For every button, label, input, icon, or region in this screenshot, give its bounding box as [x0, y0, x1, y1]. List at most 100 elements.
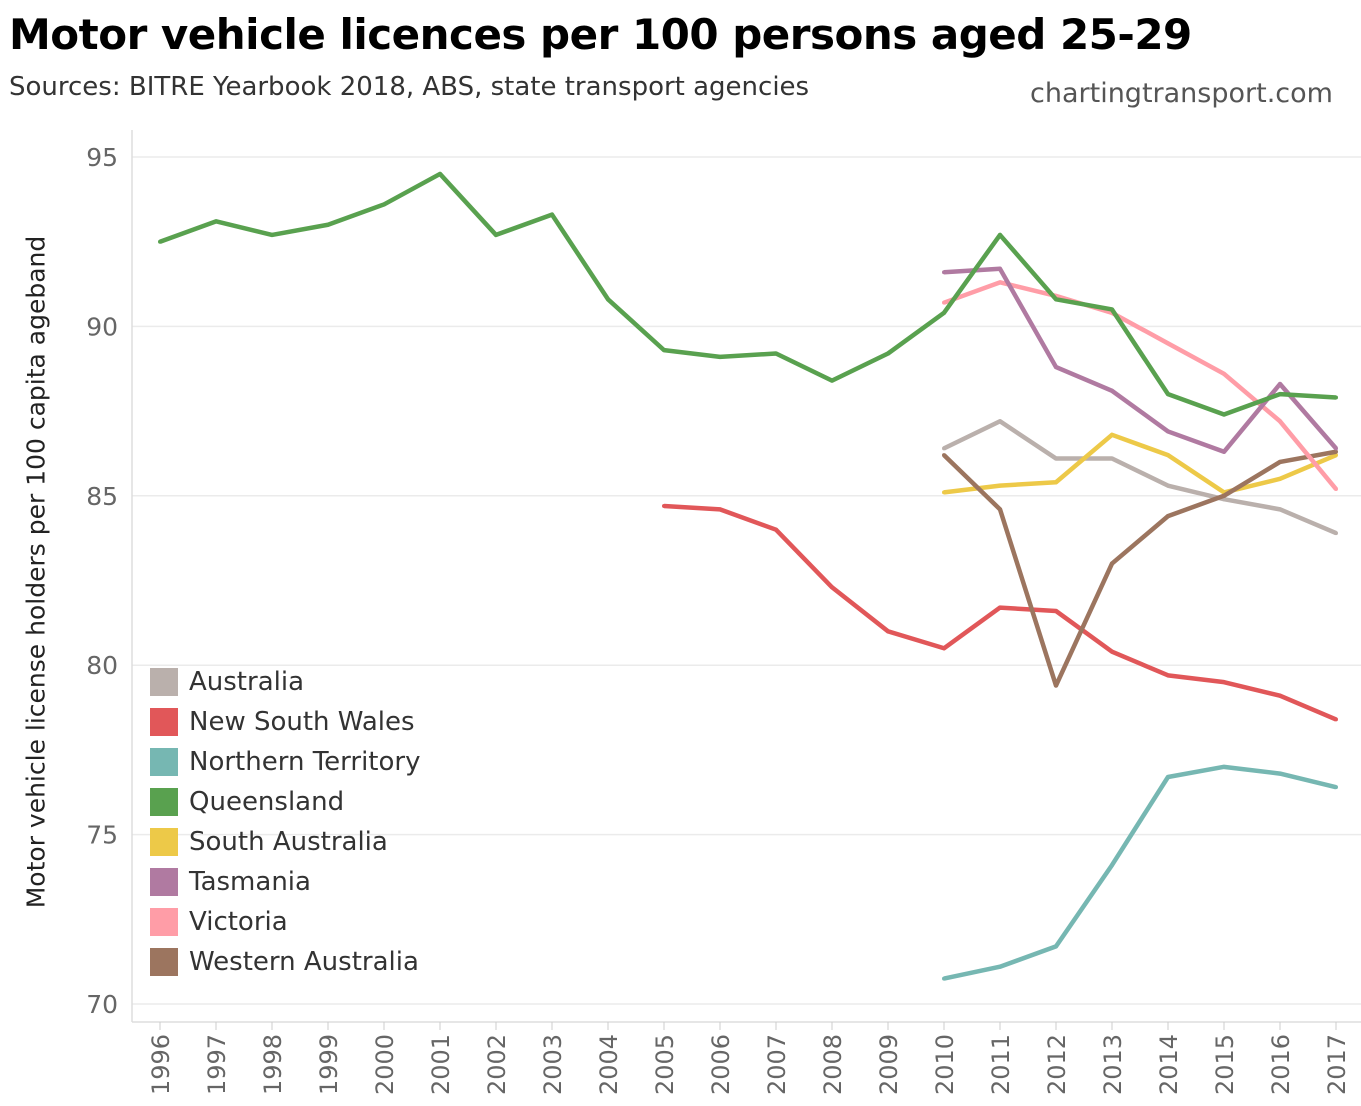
- data-point: [886, 629, 890, 634]
- legend-swatch: [150, 828, 178, 856]
- legend-item[interactable]: Victoria: [150, 902, 420, 942]
- data-point: [1110, 456, 1114, 461]
- data-point: [158, 239, 162, 244]
- data-point: [1334, 531, 1338, 536]
- data-point: [998, 483, 1002, 488]
- legend-label: Victoria: [189, 907, 288, 937]
- data-point: [1278, 507, 1282, 512]
- y-tick-label: 85: [86, 482, 118, 511]
- data-point: [830, 378, 834, 383]
- data-point: [1278, 381, 1282, 386]
- data-point: [1054, 944, 1058, 949]
- data-point: [1334, 717, 1338, 722]
- legend-label: Tasmania: [189, 867, 311, 897]
- data-point: [718, 354, 722, 359]
- series-line-northern-territory: [943, 764, 1337, 981]
- x-tick-label: 2009: [875, 1034, 903, 1095]
- x-tick-label: 2006: [707, 1034, 735, 1095]
- data-point: [942, 976, 946, 981]
- data-point: [1054, 608, 1058, 613]
- data-point: [438, 171, 442, 176]
- data-point: [1222, 493, 1226, 498]
- x-tick-label: 2005: [651, 1034, 679, 1095]
- data-point: [1166, 429, 1170, 434]
- x-tick-label: 2008: [819, 1034, 847, 1095]
- legend-item[interactable]: Tasmania: [150, 862, 420, 902]
- legend-swatch: [150, 868, 178, 896]
- data-point: [1110, 388, 1114, 393]
- data-point: [1278, 476, 1282, 481]
- data-point: [214, 219, 218, 224]
- x-tick-label: 2000: [371, 1034, 399, 1095]
- data-point: [382, 202, 386, 207]
- legend-item[interactable]: Queensland: [150, 782, 420, 822]
- x-tick-label: 1997: [203, 1034, 231, 1095]
- data-point: [494, 232, 498, 237]
- data-point: [1278, 693, 1282, 698]
- data-point: [774, 527, 778, 532]
- y-tick-label: 95: [86, 143, 118, 172]
- legend-item[interactable]: Western Australia: [150, 942, 420, 982]
- data-point: [1222, 449, 1226, 454]
- data-point: [1222, 764, 1226, 769]
- legend-item[interactable]: Australia: [150, 662, 420, 702]
- data-point: [1166, 341, 1170, 346]
- legend-swatch: [150, 948, 178, 976]
- data-point: [942, 446, 946, 451]
- x-tick-label: 2004: [595, 1034, 623, 1095]
- data-point: [1222, 680, 1226, 685]
- legend-label: Northern Territory: [189, 747, 421, 777]
- legend-item[interactable]: South Australia: [150, 822, 420, 862]
- data-point: [1334, 487, 1338, 492]
- data-point: [1278, 459, 1282, 464]
- y-tick-label: 75: [86, 821, 118, 850]
- legend: Australia New South Wales Northern Territo…: [150, 662, 420, 982]
- data-point: [998, 232, 1002, 237]
- legend-swatch: [150, 668, 178, 696]
- data-point: [1054, 456, 1058, 461]
- data-point: [662, 503, 666, 508]
- x-tick-label: 2016: [1267, 1034, 1295, 1095]
- data-point: [1222, 371, 1226, 376]
- data-point: [774, 351, 778, 356]
- data-point: [998, 280, 1002, 285]
- y-tick-label: 70: [86, 990, 118, 1019]
- data-point: [606, 297, 610, 302]
- x-tick-label: 2014: [1155, 1034, 1183, 1095]
- data-point: [942, 270, 946, 275]
- data-point: [1278, 419, 1282, 424]
- data-point: [998, 605, 1002, 610]
- data-point: [1110, 432, 1114, 437]
- x-tick-label: 2003: [539, 1034, 567, 1095]
- series-line-new-south-wales: [663, 503, 1337, 722]
- chart-subtitle: Sources: BITRE Yearbook 2018, ABS, state…: [9, 72, 810, 102]
- legend-item[interactable]: Northern Territory: [150, 742, 420, 782]
- chart-title: Motor vehicle licences per 100 persons a…: [9, 10, 1192, 59]
- data-point: [1110, 863, 1114, 868]
- x-tick-label: 2010: [931, 1034, 959, 1095]
- data-point: [886, 351, 890, 356]
- data-point: [1110, 307, 1114, 312]
- data-point: [942, 453, 946, 458]
- data-point: [1166, 453, 1170, 458]
- x-tick-label: 2015: [1211, 1034, 1239, 1095]
- legend-item[interactable]: New South Wales: [150, 702, 420, 742]
- y-tick-label: 90: [86, 312, 118, 341]
- data-point: [942, 300, 946, 305]
- legend-label: New South Wales: [189, 707, 415, 737]
- data-point: [998, 964, 1002, 969]
- data-point: [942, 310, 946, 315]
- x-tick-label: 1998: [259, 1034, 287, 1095]
- series-line-south-australia: [943, 432, 1337, 495]
- series-line-queensland: [159, 171, 1337, 417]
- data-point: [270, 232, 274, 237]
- series-line-australia: [943, 419, 1337, 536]
- data-point: [1054, 365, 1058, 370]
- legend-label: Western Australia: [189, 947, 419, 977]
- source-site: chartingtransport.com: [1030, 78, 1333, 109]
- data-point: [1166, 775, 1170, 780]
- data-point: [1110, 649, 1114, 654]
- data-point: [1166, 483, 1170, 488]
- legend-swatch: [150, 708, 178, 736]
